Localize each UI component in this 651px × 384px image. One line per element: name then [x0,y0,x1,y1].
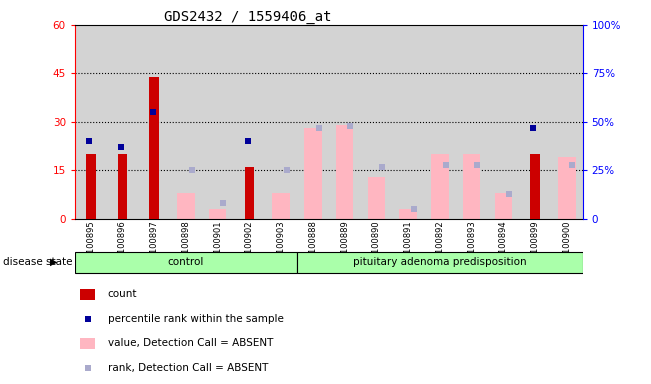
Text: ▶: ▶ [50,257,58,267]
Bar [304,128,322,219]
Bar [80,338,95,349]
Bar [558,157,575,219]
Text: control: control [168,257,204,267]
Bar [118,154,127,219]
Text: percentile rank within the sample: percentile rank within the sample [108,314,284,324]
Bar [272,193,290,219]
Text: pituitary adenoma predisposition: pituitary adenoma predisposition [353,257,527,267]
Bar [368,177,385,219]
Bar [431,154,449,219]
Bar [80,289,95,300]
Text: value, Detection Call = ABSENT: value, Detection Call = ABSENT [108,338,273,348]
Bar [177,193,195,219]
Text: disease state: disease state [3,257,73,267]
Text: rank, Detection Call = ABSENT: rank, Detection Call = ABSENT [108,363,268,373]
Bar [245,167,254,219]
Text: count: count [108,290,137,300]
Bar [336,125,353,219]
Bar [209,209,227,219]
Bar [531,154,540,219]
Bar [463,154,480,219]
Bar [399,209,417,219]
Text: GDS2432 / 1559406_at: GDS2432 / 1559406_at [163,10,331,23]
Bar [150,77,159,219]
Bar [297,252,583,273]
Bar [495,193,512,219]
Bar [86,154,96,219]
Bar [75,252,297,273]
